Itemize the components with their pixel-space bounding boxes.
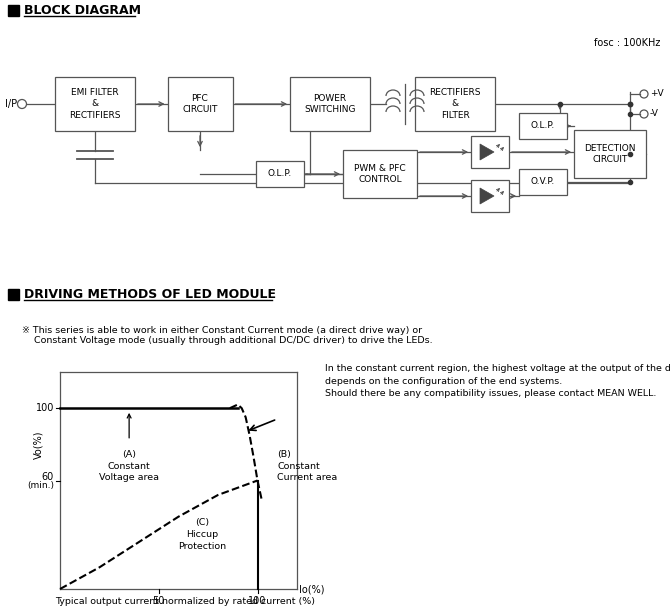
- Text: DRIVING METHODS OF LED MODULE: DRIVING METHODS OF LED MODULE: [24, 289, 276, 301]
- Bar: [471, 136, 509, 168]
- Bar: [290, 77, 370, 131]
- Bar: [8, 5, 19, 16]
- Bar: [8, 289, 19, 300]
- Text: BLOCK DIAGRAM: BLOCK DIAGRAM: [24, 4, 141, 17]
- Text: O.L.P.: O.L.P.: [531, 122, 555, 131]
- Text: (C)
Hiccup
Protection: (C) Hiccup Protection: [178, 518, 226, 551]
- Text: 100: 100: [36, 403, 54, 413]
- Text: DETECTION
CIRCUIT: DETECTION CIRCUIT: [584, 144, 636, 164]
- Bar: [519, 169, 567, 195]
- Text: (min.): (min.): [27, 481, 54, 490]
- Text: POWER
SWITCHING: POWER SWITCHING: [304, 94, 356, 114]
- Text: Vo(%): Vo(%): [33, 430, 43, 459]
- Polygon shape: [480, 188, 494, 204]
- Text: -V: -V: [650, 109, 659, 119]
- Text: 100: 100: [249, 596, 267, 606]
- Text: PFC
CIRCUIT: PFC CIRCUIT: [182, 94, 218, 114]
- Text: +V: +V: [650, 90, 663, 98]
- Polygon shape: [480, 144, 494, 160]
- Bar: [168, 77, 232, 131]
- Bar: [55, 77, 135, 131]
- Text: 50: 50: [153, 596, 165, 606]
- Text: RECTIFIERS
&
FILTER: RECTIFIERS & FILTER: [429, 88, 481, 120]
- Bar: [519, 113, 567, 139]
- Text: fosc : 100KHz: fosc : 100KHz: [594, 38, 660, 48]
- Text: Io(%): Io(%): [299, 584, 325, 594]
- Text: O.V.P.: O.V.P.: [531, 177, 555, 187]
- Text: (B)
Constant
Current area: (B) Constant Current area: [277, 449, 338, 483]
- Bar: [256, 161, 304, 187]
- Bar: [471, 180, 509, 212]
- Text: O.L.P.: O.L.P.: [268, 169, 292, 179]
- Text: ※ This series is able to work in either Constant Current mode (a direct drive wa: ※ This series is able to work in either …: [22, 326, 433, 346]
- Text: 60: 60: [42, 473, 54, 483]
- Text: PWM & PFC
CONTROL: PWM & PFC CONTROL: [354, 164, 406, 184]
- Text: I/P: I/P: [5, 99, 17, 109]
- Text: Typical output current normalized by rated current (%): Typical output current normalized by rat…: [55, 597, 315, 606]
- Bar: [343, 150, 417, 198]
- Bar: [415, 77, 495, 131]
- Bar: [574, 130, 646, 178]
- Text: EMI FILTER
&
RECTIFIERS: EMI FILTER & RECTIFIERS: [69, 88, 121, 120]
- Text: In the constant current region, the highest voltage at the output of the driver
: In the constant current region, the high…: [325, 364, 670, 398]
- Text: (A)
Constant
Voltage area: (A) Constant Voltage area: [99, 449, 159, 483]
